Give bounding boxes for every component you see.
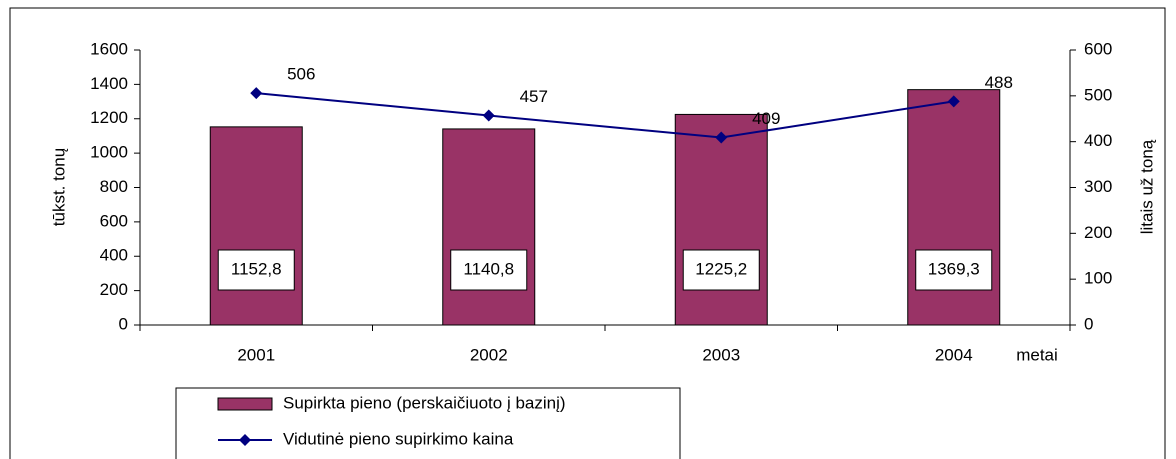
y-tick-label: 200 xyxy=(100,280,128,299)
legend-swatch xyxy=(217,397,273,411)
bar xyxy=(442,128,536,326)
y-axis-label: tūkst. tonų xyxy=(49,148,68,226)
x-axis-label: metai xyxy=(1016,345,1058,364)
data-label: 506 xyxy=(287,65,315,84)
data-label-box xyxy=(915,249,993,291)
data-label: 1225,2 xyxy=(695,259,747,278)
line xyxy=(256,92,954,139)
x-tick-label: 2001 xyxy=(237,345,275,364)
bar xyxy=(209,126,303,326)
data-label: 488 xyxy=(985,73,1013,92)
data-label-box xyxy=(450,249,528,291)
x-tick-label: 2003 xyxy=(702,345,740,364)
data-label: 1369,3 xyxy=(928,259,980,278)
y2-tick-label: 500 xyxy=(1084,85,1112,104)
legend-label: Supirkta pieno (perskaičiuoto į bazinį) xyxy=(283,393,566,412)
data-label-box xyxy=(217,249,295,291)
data-label: 457 xyxy=(520,87,548,106)
y-tick-label: 1000 xyxy=(90,143,128,162)
y2-tick-label: 200 xyxy=(1084,223,1112,242)
marker xyxy=(250,87,263,100)
y-tick-label: 1400 xyxy=(90,74,128,93)
y-tick-label: 0 xyxy=(119,314,128,333)
data-label: 1140,8 xyxy=(463,259,514,278)
y-tick-label: 1600 xyxy=(90,39,128,58)
y-tick-label: 1200 xyxy=(90,108,128,127)
y-tick-label: 400 xyxy=(100,246,128,265)
marker xyxy=(482,109,495,122)
legend-label: Vidutinė pieno supirkimo kaina xyxy=(283,429,514,448)
bar xyxy=(674,113,768,326)
data-label-box xyxy=(682,249,760,291)
data-label: 1152,8 xyxy=(231,259,282,278)
y-tick-label: 800 xyxy=(100,177,128,196)
y2-tick-label: 300 xyxy=(1084,177,1112,196)
legend-marker xyxy=(239,434,251,446)
y-tick-label: 600 xyxy=(100,211,128,230)
marker xyxy=(715,131,728,144)
y2-tick-label: 0 xyxy=(1084,314,1093,333)
data-label: 409 xyxy=(752,109,780,128)
y2-axis-label: litais už toną xyxy=(1137,139,1156,234)
marker xyxy=(947,95,960,108)
y2-tick-label: 400 xyxy=(1084,131,1112,150)
y2-tick-label: 600 xyxy=(1084,39,1112,58)
x-tick-label: 2002 xyxy=(470,345,508,364)
x-tick-label: 2004 xyxy=(935,345,973,364)
y2-tick-label: 100 xyxy=(1084,269,1112,288)
